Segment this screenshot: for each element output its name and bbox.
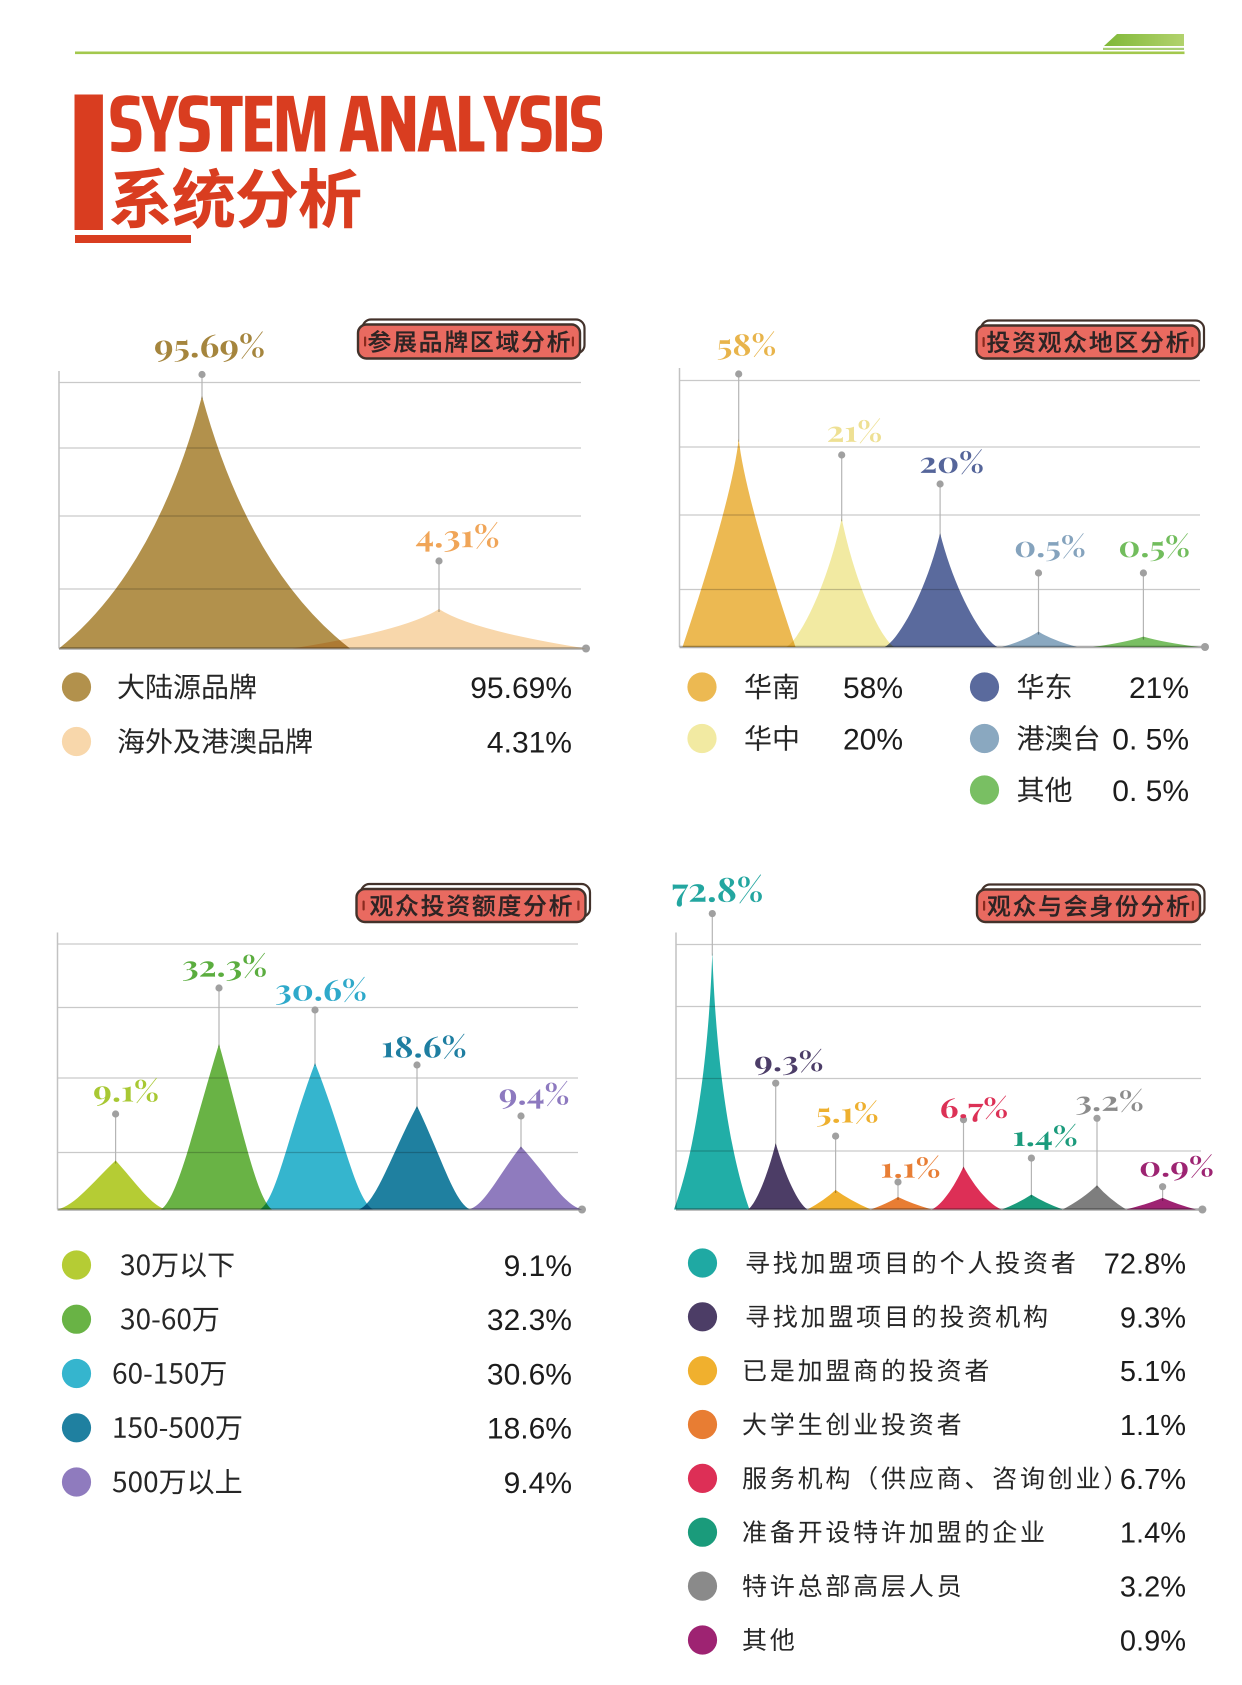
svg-text:20%: 20%: [843, 723, 903, 756]
svg-text:0. 5%: 0. 5%: [1112, 723, 1189, 756]
svg-text:32.3%: 32.3%: [487, 1304, 572, 1337]
svg-text:4.31%: 4.31%: [487, 726, 572, 759]
svg-text:0.9%: 0.9%: [1120, 1625, 1186, 1657]
svg-text:1.4%: 1.4%: [1120, 1518, 1186, 1550]
svg-text:0. 5%: 0. 5%: [1112, 775, 1189, 808]
svg-text:1.1%: 1.1%: [1120, 1410, 1186, 1442]
svg-text:18.6%: 18.6%: [487, 1413, 572, 1446]
svg-text:95.69%: 95.69%: [470, 672, 572, 705]
svg-text:72.8%: 72.8%: [1104, 1248, 1186, 1280]
svg-text:9.4%: 9.4%: [504, 1467, 572, 1500]
svg-text:30.6%: 30.6%: [487, 1358, 572, 1391]
svg-text:9.3%: 9.3%: [1120, 1302, 1186, 1334]
svg-text:5.1%: 5.1%: [1120, 1356, 1186, 1388]
svg-text:3.2%: 3.2%: [1120, 1572, 1186, 1604]
svg-text:6.7%: 6.7%: [1120, 1464, 1186, 1496]
svg-text:9.1%: 9.1%: [504, 1250, 572, 1283]
svg-text:21%: 21%: [1129, 672, 1189, 705]
svg-text:58%: 58%: [843, 672, 903, 705]
